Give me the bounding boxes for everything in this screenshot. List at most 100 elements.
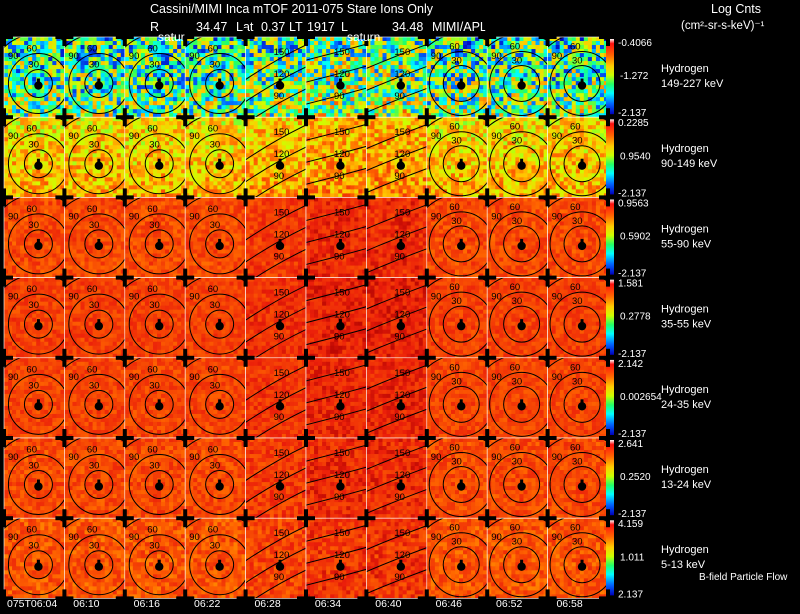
heatmap-cell: [527, 57, 533, 62]
heatmap-cell: [144, 141, 150, 146]
heatmap-cell: [233, 129, 239, 134]
heatmap-cell: [229, 149, 235, 154]
heatmap-cell: [253, 57, 259, 62]
heatmap-cell: [398, 69, 404, 74]
heatmap-cell: [285, 189, 291, 194]
heatmap-cell: [322, 77, 327, 82]
heatmap-cell: [454, 61, 460, 66]
heatmap-cell: [140, 53, 146, 58]
heatmap-cell: [173, 185, 178, 190]
heatmap-cell: [32, 109, 37, 114]
heatmap-cell: [197, 53, 202, 58]
heatmap-cell: [221, 149, 227, 154]
heatmap-cell: [591, 81, 597, 86]
heatmap-cell: [136, 173, 142, 178]
contour-line: [442, 65, 480, 103]
contour-line: [306, 167, 367, 185]
heatmap-cell: [402, 81, 408, 86]
heatmap-cell: [269, 81, 275, 86]
heatmap-cell: [467, 109, 472, 114]
heatmap-cell: [398, 37, 404, 42]
heatmap-cell: [330, 129, 335, 134]
heatmap-cell: [177, 49, 182, 54]
heatmap-cell: [140, 121, 146, 126]
heatmap-cell: [414, 113, 420, 118]
heatmap-cell: [132, 57, 138, 62]
heatmap-cell: [450, 49, 456, 54]
heatmap-cell: [76, 61, 82, 66]
heatmap-cell: [322, 149, 327, 154]
heatmap-cell: [68, 133, 74, 138]
heatmap-cell: [213, 77, 219, 82]
heatmap-cell: [56, 189, 61, 194]
heatmap-cell: [157, 113, 162, 118]
heatmap-cell: [169, 117, 174, 122]
heatmap-cell: [346, 113, 351, 118]
heatmap-cell: [177, 129, 182, 134]
heatmap-cell: [185, 57, 190, 62]
heatmap-cell: [116, 105, 122, 110]
heatmap-cell: [326, 85, 331, 90]
heatmap-cell: [148, 125, 154, 130]
heatmap-cell: [571, 89, 577, 94]
contour-label: 150: [274, 127, 290, 138]
heatmap-cell: [136, 65, 142, 70]
heatmap-cell: [334, 61, 339, 66]
heatmap-cell: [44, 49, 49, 54]
heatmap-cell: [358, 137, 363, 142]
heatmap-cell: [459, 45, 464, 50]
heatmap-cell: [273, 133, 279, 138]
heatmap-cell: [301, 109, 307, 114]
heatmap-cell: [253, 149, 259, 154]
heatmap-cell: [8, 161, 13, 166]
heatmap-cell: [334, 149, 339, 154]
heatmap-cell: [297, 193, 303, 198]
heatmap-cell: [249, 161, 255, 166]
heatmap-cell: [281, 73, 287, 78]
heatmap-cell: [80, 153, 86, 158]
heatmap-cell: [583, 69, 589, 74]
heatmap-cell: [293, 145, 299, 150]
heatmap-cell: [241, 73, 246, 78]
heatmap-cell: [463, 45, 468, 50]
heatmap-cell: [76, 97, 82, 102]
heatmap-cell: [301, 157, 307, 162]
heatmap-cell: [551, 105, 557, 110]
heatmap-cell: [193, 153, 198, 158]
heatmap-cell: [60, 121, 65, 126]
heatmap-cell: [56, 129, 61, 134]
heatmap-cell: [253, 37, 259, 42]
heatmap-cell: [144, 65, 150, 70]
heatmap-cell: [418, 101, 424, 106]
heatmap-cell: [285, 125, 291, 130]
heatmap-cell: [426, 109, 432, 114]
heatmap-cell: [483, 49, 488, 54]
heatmap-cell: [543, 85, 548, 90]
heatmap-cell: [108, 177, 114, 182]
heatmap-cell: [136, 101, 142, 106]
heatmap-cell: [297, 109, 303, 114]
heatmap-cell: [189, 93, 194, 98]
heatmap-cell: [217, 53, 223, 58]
heatmap-cell: [233, 133, 239, 138]
heatmap-cell: [88, 181, 94, 186]
heatmap-cell: [193, 69, 198, 74]
heatmap-cell: [289, 69, 295, 74]
heatmap-cell: [350, 133, 355, 138]
heatmap-cell: [233, 125, 239, 130]
heatmap-cell: [48, 117, 53, 122]
heatmap-cell: [157, 129, 162, 134]
heatmap-cell: [165, 45, 170, 50]
heatmap-cell: [310, 153, 315, 158]
heatmap-cell: [12, 169, 17, 174]
heatmap-cell: [257, 117, 263, 122]
heatmap-cell: [346, 49, 351, 54]
heatmap-cell: [116, 137, 122, 142]
heatmap-cell: [12, 41, 17, 46]
heatmap-cell: [132, 165, 138, 170]
heatmap-cell: [297, 69, 303, 74]
heatmap-cell: [112, 101, 118, 106]
heatmap-cell: [334, 41, 339, 46]
heatmap-cell: [181, 101, 186, 106]
heatmap-cell: [310, 57, 315, 62]
